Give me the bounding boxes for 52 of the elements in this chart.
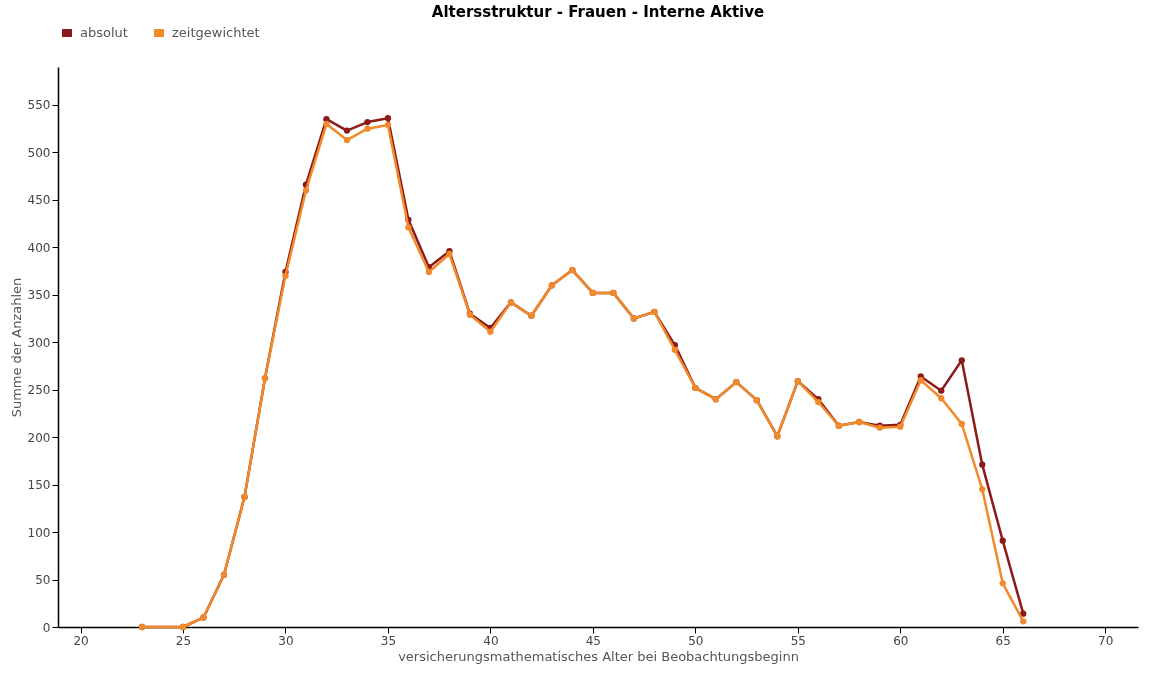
- legend-label: zeitgewichtet: [172, 25, 260, 40]
- x-tick-label: 40: [483, 633, 499, 648]
- y-tick-label: 500: [27, 145, 51, 160]
- point: [343, 136, 351, 144]
- point: [405, 224, 412, 231]
- point: [343, 127, 351, 134]
- x-tick-label: 65: [995, 633, 1011, 648]
- y-tick-label: 150: [27, 478, 51, 493]
- point: [487, 328, 494, 335]
- point: [1020, 610, 1027, 617]
- x-tick-label: 55: [790, 633, 806, 648]
- y-tick-label: 300: [27, 335, 51, 350]
- y-tick-label: 350: [27, 288, 51, 303]
- point: [979, 461, 986, 468]
- point: [671, 346, 679, 353]
- x-tick-label: 60: [893, 633, 909, 648]
- point: [938, 395, 945, 402]
- point: [384, 121, 392, 129]
- y-tick-label: 0: [42, 620, 51, 635]
- x-tick-label: 30: [278, 633, 294, 648]
- x-tick-label: 45: [585, 633, 602, 648]
- point: [364, 118, 371, 126]
- x-axis-title: versicherungsmathematisches Alter bei Beobachtungsbeginn: [398, 648, 799, 664]
- point: [999, 580, 1006, 587]
- y-tick-label: 200: [27, 430, 51, 445]
- point: [1020, 618, 1027, 625]
- y-axis-title: Summe der Anzahlen: [8, 277, 24, 418]
- point: [364, 125, 371, 132]
- y-tick-label: 400: [27, 240, 51, 255]
- y-tick-label: 100: [27, 525, 51, 540]
- point: [384, 115, 392, 122]
- point: [323, 120, 330, 128]
- point: [425, 268, 433, 276]
- y-tick-label: 550: [27, 98, 51, 113]
- point: [302, 187, 310, 194]
- x-tick-label: 25: [175, 633, 192, 648]
- point: [938, 387, 945, 394]
- point: [282, 272, 289, 279]
- y-tick-label: 450: [27, 193, 51, 208]
- legend-label: absolut: [80, 25, 128, 40]
- point: [999, 537, 1006, 544]
- x-tick-label: 70: [1098, 633, 1114, 648]
- y-tick-label: 250: [27, 383, 51, 398]
- point: [958, 357, 965, 364]
- point: [958, 420, 965, 428]
- point: [979, 486, 986, 493]
- x-tick-label: 20: [73, 633, 89, 648]
- x-tick-label: 35: [380, 633, 397, 648]
- x-tick-label: 50: [688, 633, 704, 648]
- chart-title: Altersstruktur - Frauen - Interne Aktive: [431, 3, 765, 21]
- y-tick-label: 50: [35, 573, 51, 588]
- point: [917, 377, 924, 384]
